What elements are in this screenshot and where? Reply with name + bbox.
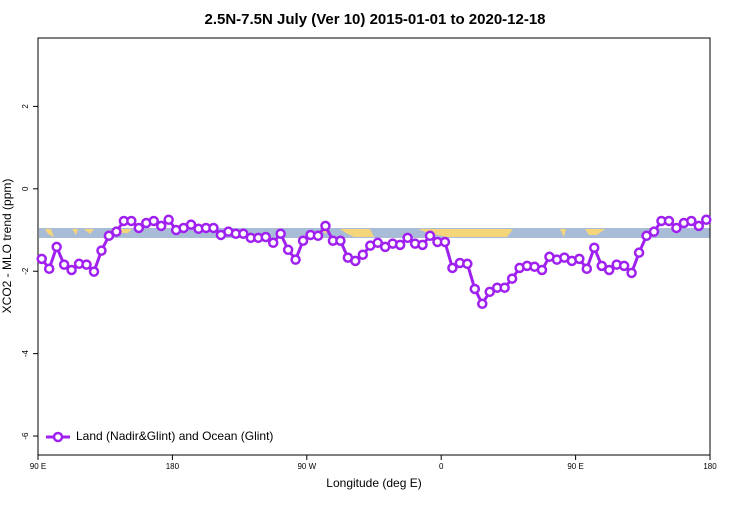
data-point	[394, 239, 406, 251]
data-point	[275, 228, 286, 239]
data-point	[148, 215, 159, 227]
data-point	[43, 263, 55, 275]
data-point	[603, 264, 615, 276]
data-point	[111, 226, 122, 237]
data-point	[103, 230, 115, 242]
data-point	[499, 282, 510, 293]
data-point	[701, 214, 712, 225]
data-point	[267, 237, 279, 249]
land	[45, 229, 656, 237]
data-point	[574, 253, 585, 265]
data-point	[671, 222, 682, 234]
plot-frame	[37, 37, 711, 456]
data-point	[686, 215, 697, 227]
y-tick-label: 2	[21, 104, 30, 109]
y-tick-label: -2	[21, 267, 30, 275]
data-point	[626, 267, 637, 279]
data-point	[133, 222, 145, 234]
data-point	[312, 230, 324, 242]
data-point	[185, 219, 197, 230]
y-tick-label: -6	[21, 432, 30, 440]
data-point	[648, 226, 660, 237]
data-point	[335, 235, 346, 246]
data-point	[66, 264, 77, 276]
y-axis-label: XCO2 - MLO trend (ppm)	[0, 179, 14, 314]
y-tick-label: 0	[21, 186, 30, 191]
data-point	[589, 242, 600, 253]
data-point	[58, 259, 70, 270]
data-point	[290, 254, 301, 265]
data-point	[581, 263, 593, 275]
chart-title: 2.5N-7.5N July (Ver 10) 2015-01-01 to 20…	[204, 11, 545, 28]
map-strip	[39, 228, 710, 238]
data-point	[320, 220, 331, 232]
data-point	[36, 253, 47, 265]
data-point	[424, 230, 436, 242]
data-point	[536, 264, 548, 276]
data-point	[372, 237, 383, 249]
data-point	[477, 298, 488, 310]
x-tick-label: 90 E	[567, 462, 583, 471]
x-tick-label: 90 E	[30, 462, 46, 471]
data-point	[155, 220, 167, 232]
x-tick-label: 90 W	[297, 462, 316, 471]
data-point	[506, 273, 518, 284]
data-point	[126, 215, 137, 227]
data-point	[469, 283, 481, 295]
y-tick-label: -4	[21, 350, 30, 358]
x-tick-label: 180	[166, 462, 180, 471]
data-point	[357, 249, 369, 260]
data-point	[402, 232, 413, 244]
data-point	[260, 231, 271, 243]
data-point	[238, 228, 249, 239]
data-point	[88, 266, 100, 277]
x-axis-label: Longitude (deg E)	[326, 476, 421, 490]
legend-marker	[52, 431, 64, 443]
data-point	[163, 214, 174, 225]
data-point	[81, 259, 92, 270]
data-point	[51, 241, 62, 253]
data-point	[417, 239, 428, 251]
data-point	[484, 286, 495, 298]
ocean-band	[39, 228, 710, 238]
data-point	[350, 255, 361, 267]
data-point	[282, 244, 294, 256]
data-point	[208, 222, 219, 234]
data-point	[96, 245, 107, 256]
data-point	[641, 230, 652, 242]
data-point	[439, 236, 451, 248]
legend-label: Land (Nadir&Glint) and Ocean (Glint)	[76, 429, 273, 443]
x-tick-label: 180	[703, 462, 717, 471]
data-point	[447, 262, 458, 274]
data-point	[462, 258, 473, 270]
data-point	[663, 215, 675, 227]
data-point	[693, 220, 705, 232]
data-point	[596, 260, 607, 272]
data-point	[633, 247, 645, 258]
data-point	[618, 260, 630, 272]
x-tick-label: 0	[439, 462, 444, 471]
data-point	[297, 235, 309, 246]
